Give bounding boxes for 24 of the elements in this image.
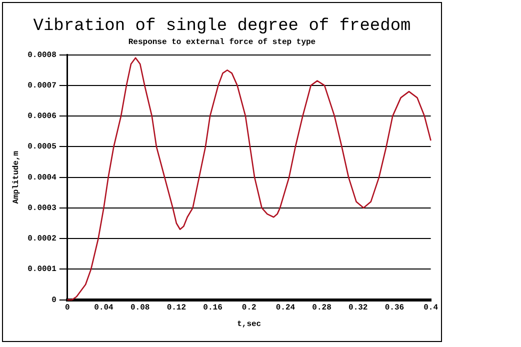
y-axis-title: Amplitude,m [12, 150, 21, 204]
y-tick-label: 0 [52, 296, 57, 305]
y-tick-label: 0.0002 [28, 234, 57, 244]
y-tick-label: 0.0007 [28, 81, 57, 90]
y-tick-label: 0.0008 [28, 50, 57, 60]
x-tick-label: 0.08 [130, 304, 150, 313]
chart-title: Vibration of single degree of freedom [32, 17, 412, 36]
x-tick-label: 0.12 [166, 304, 186, 313]
y-tick-label: 0.0006 [28, 112, 57, 122]
x-tick-label: 0.28 [312, 304, 332, 313]
x-tick-label: 0.36 [384, 304, 404, 313]
x-tick-label: 0.4 [424, 304, 438, 313]
y-tick-label: 0.0005 [28, 142, 57, 152]
x-tick-label: 0.32 [348, 304, 368, 313]
y-tick-label: 0.0003 [28, 204, 57, 213]
x-tick-label: 0.2 [242, 304, 256, 313]
x-axis-title: t,sec [237, 320, 262, 330]
x-tick-label: 0 [65, 304, 70, 313]
y-tick-label: 0.0004 [28, 173, 57, 182]
x-tick-label: 0.16 [203, 304, 223, 313]
x-tick-label: 0.04 [94, 304, 114, 313]
x-tick-label: 0.24 [276, 304, 296, 313]
chart-subtitle: Response to external force of step type [127, 38, 317, 47]
y-tick-label: 0.0001 [28, 265, 57, 274]
